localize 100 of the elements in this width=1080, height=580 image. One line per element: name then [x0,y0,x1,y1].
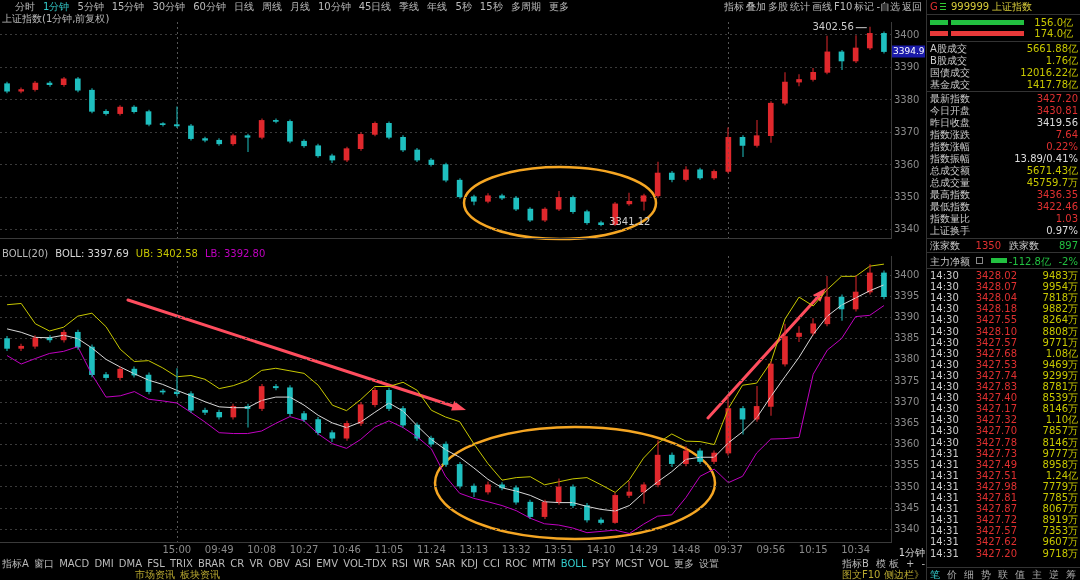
text: 1.76亿 [1045,55,1078,66]
text: 3427.68 [975,347,1017,359]
text: 156.0亿 [1034,17,1073,28]
text: 3427.62 [975,536,1017,548]
x-tick-label: 10:08 [247,543,277,555]
text: 1.10亿 [1045,414,1078,426]
y-tick-label: 3360 [894,438,920,450]
text: RSI [391,558,408,569]
text: KDJ [460,558,478,569]
text: 窗口 [34,558,55,569]
y-tick-label: 3395 [894,289,920,301]
text: LB: 3392.80 [204,248,266,259]
text: 3427.74 [975,369,1017,381]
text: 上证换手 [930,225,970,236]
text: 势 [981,569,991,580]
text: 3419.56 [1036,117,1078,128]
text: - [921,558,926,569]
text: 指标B [842,558,869,569]
text: A股成交 [930,43,967,54]
y-tick-label: 3355 [894,459,920,471]
text: 涨家数 [930,240,960,251]
text: 7779万 [1042,480,1078,492]
y-tick-label: 3390 [894,311,920,323]
text: 14:30 [930,381,959,392]
text: 叠加 [746,1,766,12]
text: 季线 [399,1,420,12]
text: G [930,1,938,12]
text: 3427.40 [975,392,1017,404]
annotation: 3402.56 [812,21,854,33]
text: 图文F10 [842,569,881,580]
text: 14:31 [930,469,959,481]
text: 9483万 [1042,270,1078,281]
text: 标记 [854,1,875,12]
text: 5671.43亿 [1026,165,1078,176]
text: 细 [964,569,974,580]
x-tick-label: 10:46 [332,543,361,555]
text: 60分钟 [193,1,226,12]
text: 15分钟 [111,1,145,12]
text: 侧边栏》 [884,569,924,580]
text: 8919万 [1042,514,1078,526]
x-tick-label: 10:34 [841,543,871,555]
text: 8067万 [1042,503,1078,515]
text: WR [413,558,430,569]
x-tick-label: 09:49 [204,543,234,555]
text: 3422.46 [1036,201,1078,212]
text: PSY [591,558,611,569]
text: 日线 [233,1,254,12]
x-axis-title: 1分钟 [898,547,925,558]
text: 14:31 [930,547,959,559]
text: 设置 [699,558,720,569]
text: 14:30 [930,303,959,315]
text: BOLL: 3397.69 [55,248,129,259]
text: 3427.57 [975,336,1017,348]
text: 9718万 [1042,547,1078,559]
text: 14:30 [930,414,959,426]
text: 10分钟 [317,1,351,12]
text: 9607万 [1042,536,1078,548]
text: 筹 [1066,569,1076,580]
text: 14:30 [930,425,959,437]
text: 14:31 [930,492,959,503]
text: 1350 [975,240,1001,251]
x-tick-label: 14:48 [671,543,701,555]
text: 3427.53 [975,358,1017,370]
text: 14:30 [930,347,959,359]
text: 最低指数 [930,201,970,212]
text: 3427.20 [1036,93,1078,104]
x-tick-label: 13:13 [459,543,489,555]
text: 逆 [1049,569,1059,580]
text: 5分钟 [77,1,104,12]
text: 模 板 [875,558,900,569]
text: 3427.57 [975,525,1017,537]
text: 14:30 [930,281,959,293]
text: 14:30 [930,436,959,448]
text: 3428.18 [975,303,1017,315]
chart-title: 上证指数(1分钟,前复权) [2,13,110,24]
text: 跌家数 [1009,240,1039,251]
text: 8958万 [1042,458,1078,470]
text: 7857万 [1042,425,1078,437]
text: 国债成交 [930,67,970,78]
text: 3427.81 [975,492,1017,503]
text: 0.22% [1046,141,1078,152]
text: 3428.07 [975,281,1017,293]
text: BOLL [560,558,587,569]
text: 14:30 [930,369,959,381]
text: 更多 [548,1,569,12]
text: 14:30 [930,314,959,326]
text: 45日线 [358,1,392,12]
text: 14:31 [930,536,959,548]
text: 8781万 [1042,381,1078,392]
text: 主 [1032,569,1042,580]
text: 指标 [724,1,744,12]
text: 指标A [2,558,29,569]
text: SAR [435,558,456,569]
text: 7353万 [1042,525,1078,537]
text: 1分钟 [43,1,70,12]
text: 3428.02 [975,270,1017,281]
text: 3427.73 [975,447,1017,459]
text: 0.97% [1046,225,1078,236]
text: 更多 [673,558,694,569]
text: VOL-TDX [343,558,387,569]
